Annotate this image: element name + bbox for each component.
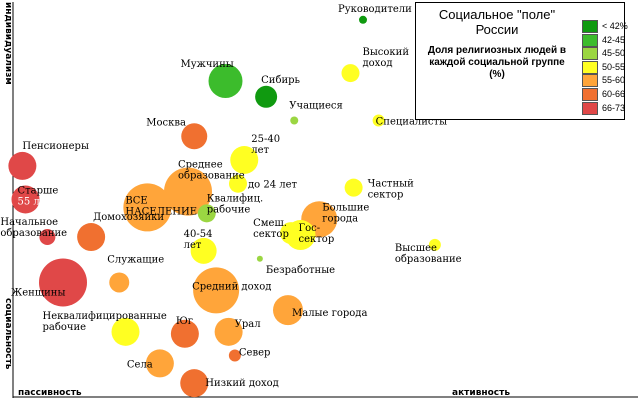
legend-label: 60-66 <box>602 89 626 99</box>
point-label: Безработные <box>266 265 335 276</box>
point-label: Урал <box>235 319 261 330</box>
point-label: Квалифиц. рабочие <box>207 193 263 215</box>
point-label: Пенсионеры <box>22 141 89 152</box>
x-label-left: пассивность <box>18 388 82 398</box>
bubble-point <box>228 349 241 362</box>
point-label: Старше 55 лет <box>18 186 59 208</box>
point-label: Высшее образование <box>395 243 462 265</box>
bubble-point <box>39 229 56 246</box>
bubble-point <box>193 267 240 314</box>
bubble-point <box>39 258 87 307</box>
bubble-point <box>428 238 441 251</box>
point-label: 25-40 лет <box>251 134 280 156</box>
point-label: 40-54 лет <box>184 229 213 251</box>
legend-title: Социальное "поле" России <box>438 7 556 37</box>
bubble-point <box>190 237 217 264</box>
bubble-point <box>255 85 278 108</box>
bubble-point <box>229 174 247 193</box>
bubble-point <box>256 255 263 262</box>
bubble-point <box>344 178 363 197</box>
legend-label: 42-45 <box>602 34 626 45</box>
bubble-point <box>208 64 243 98</box>
legend-swatch <box>582 74 598 88</box>
point-label: Малые города <box>292 308 367 319</box>
bubble-point <box>341 64 360 83</box>
bubble-point <box>77 223 106 252</box>
point-label: Служащие <box>107 254 164 265</box>
bubbles <box>8 15 441 398</box>
point-label: Учащиеся <box>289 101 343 112</box>
point-label: Начальное образование <box>0 217 67 239</box>
legend-label: 66-73 <box>602 102 626 113</box>
point-label: Мужчины <box>181 59 234 70</box>
bubble-point <box>109 272 130 293</box>
bubble-point <box>197 204 216 223</box>
legend-label: 55-60 <box>602 75 626 86</box>
bubble-point <box>181 123 208 150</box>
point-label: Руководители <box>338 4 412 15</box>
bubble-point <box>145 349 174 378</box>
bubble-point <box>8 151 37 180</box>
bubble-point <box>111 317 140 346</box>
legend: Социальное "поле" России Доля религиозны… <box>415 2 628 120</box>
y-label-top: индивидуализм <box>3 2 13 85</box>
point-label: Домохозяйки <box>93 212 164 223</box>
point-label: Север <box>239 348 271 359</box>
bubble-point <box>180 369 209 398</box>
point-label: Москва <box>146 117 186 128</box>
point-label: Средний доход <box>192 281 271 292</box>
bubble-point <box>123 183 172 232</box>
point-label: Большие города <box>322 202 369 224</box>
legend-swatch <box>582 33 598 47</box>
point-label: Села <box>127 359 153 370</box>
bubble-point <box>214 317 243 346</box>
legend-subtitle: Доля религиозных людей в каждой социальн… <box>427 45 567 80</box>
bubble-point <box>170 319 199 348</box>
point-label: Гос-сектор <box>299 223 335 245</box>
legend-swatch <box>582 88 598 101</box>
bubble-point <box>164 167 212 216</box>
point-label: ВСЕ НАСЕЛЕНИЕ <box>125 195 197 217</box>
bubble-point <box>11 185 40 214</box>
point-label: Низкий доход <box>205 378 279 389</box>
point-label: Частный сектор <box>368 179 414 201</box>
point-label: Женщины <box>11 287 65 298</box>
legend-swatch <box>582 47 598 61</box>
bubble-point <box>359 15 367 24</box>
bubble-point <box>273 295 303 326</box>
y-label-bottom: социальность <box>3 298 13 370</box>
point-label: Высокий доход <box>363 47 410 69</box>
point-label: Юг <box>176 316 193 327</box>
bubble-point <box>280 222 303 245</box>
point-label: до 24 лет <box>248 180 298 191</box>
legend-label: 50-55 <box>602 61 626 72</box>
legend-swatch <box>582 101 598 115</box>
point-label: Среднее образование <box>178 160 245 182</box>
bubble-point <box>230 146 259 174</box>
legend-swatch <box>582 20 598 33</box>
legend-label: 45-50 <box>602 48 626 59</box>
point-label: Неквалифицированные рабочие <box>43 311 167 333</box>
legend-label: < 42% <box>602 21 628 31</box>
point-labels: Руководители Мужчины Сибирь Высокий доход Уча… <box>0 4 461 389</box>
point-label: Смеш. сектор <box>253 218 289 240</box>
bubble-point <box>290 116 299 125</box>
x-label-right: активность <box>452 388 510 398</box>
legend-swatch <box>582 60 598 74</box>
point-label: Специалисты <box>376 117 447 128</box>
point-label: Сибирь <box>261 75 300 86</box>
bubble-point <box>372 114 385 127</box>
